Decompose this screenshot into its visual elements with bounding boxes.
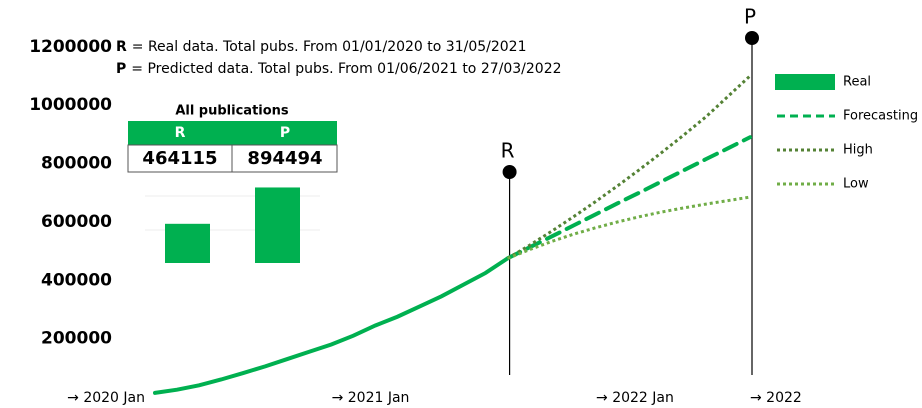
legend-label: High xyxy=(843,143,873,158)
note-text: = Predicted data. Total pubs. From 01/06… xyxy=(131,61,561,77)
note-key: P xyxy=(116,61,126,77)
series-line xyxy=(153,256,510,395)
legend-label: Forecasting xyxy=(843,109,918,124)
x-tick-label: → 2021 Jan xyxy=(332,390,410,406)
y-tick-label: 200000 xyxy=(41,329,112,349)
series-line xyxy=(505,135,752,261)
marker-label: R xyxy=(501,139,515,163)
inset-bar xyxy=(165,223,210,263)
inset-value: 464115 xyxy=(142,148,217,169)
inset-title: All publications xyxy=(175,104,289,119)
y-tick-label: 1200000 xyxy=(29,37,112,57)
marker-dot xyxy=(745,31,759,45)
inset-bar xyxy=(255,187,300,263)
note-key: R xyxy=(116,39,127,55)
y-tick-label: 600000 xyxy=(41,212,112,232)
inset-header xyxy=(128,121,337,145)
legend-label: Real xyxy=(843,75,871,90)
series-line xyxy=(507,195,751,260)
inset-value: 894494 xyxy=(247,148,322,169)
legend-label: Low xyxy=(843,177,869,192)
y-tick-label: 1000000 xyxy=(29,95,112,115)
inset-header-label: P xyxy=(280,125,290,141)
note: R = Real data. Total pubs. From 01/01/202… xyxy=(116,39,527,55)
note-text: = Real data. Total pubs. From 01/01/2020… xyxy=(132,39,527,55)
y-tick-label: 400000 xyxy=(41,270,112,290)
note: P = Predicted data. Total pubs. From 01/0… xyxy=(116,61,562,77)
y-tick-label: 800000 xyxy=(41,154,112,174)
inset-header-label: R xyxy=(175,125,186,141)
series-line xyxy=(506,74,752,260)
marker-dot xyxy=(502,165,517,179)
x-tick-label: → 2022 Jan xyxy=(596,390,674,406)
marker-label: P xyxy=(744,5,756,29)
x-tick-label: → 2022 xyxy=(750,390,802,406)
x-tick-label: → 2020 Jan xyxy=(67,390,145,406)
legend-swatch xyxy=(775,74,835,90)
